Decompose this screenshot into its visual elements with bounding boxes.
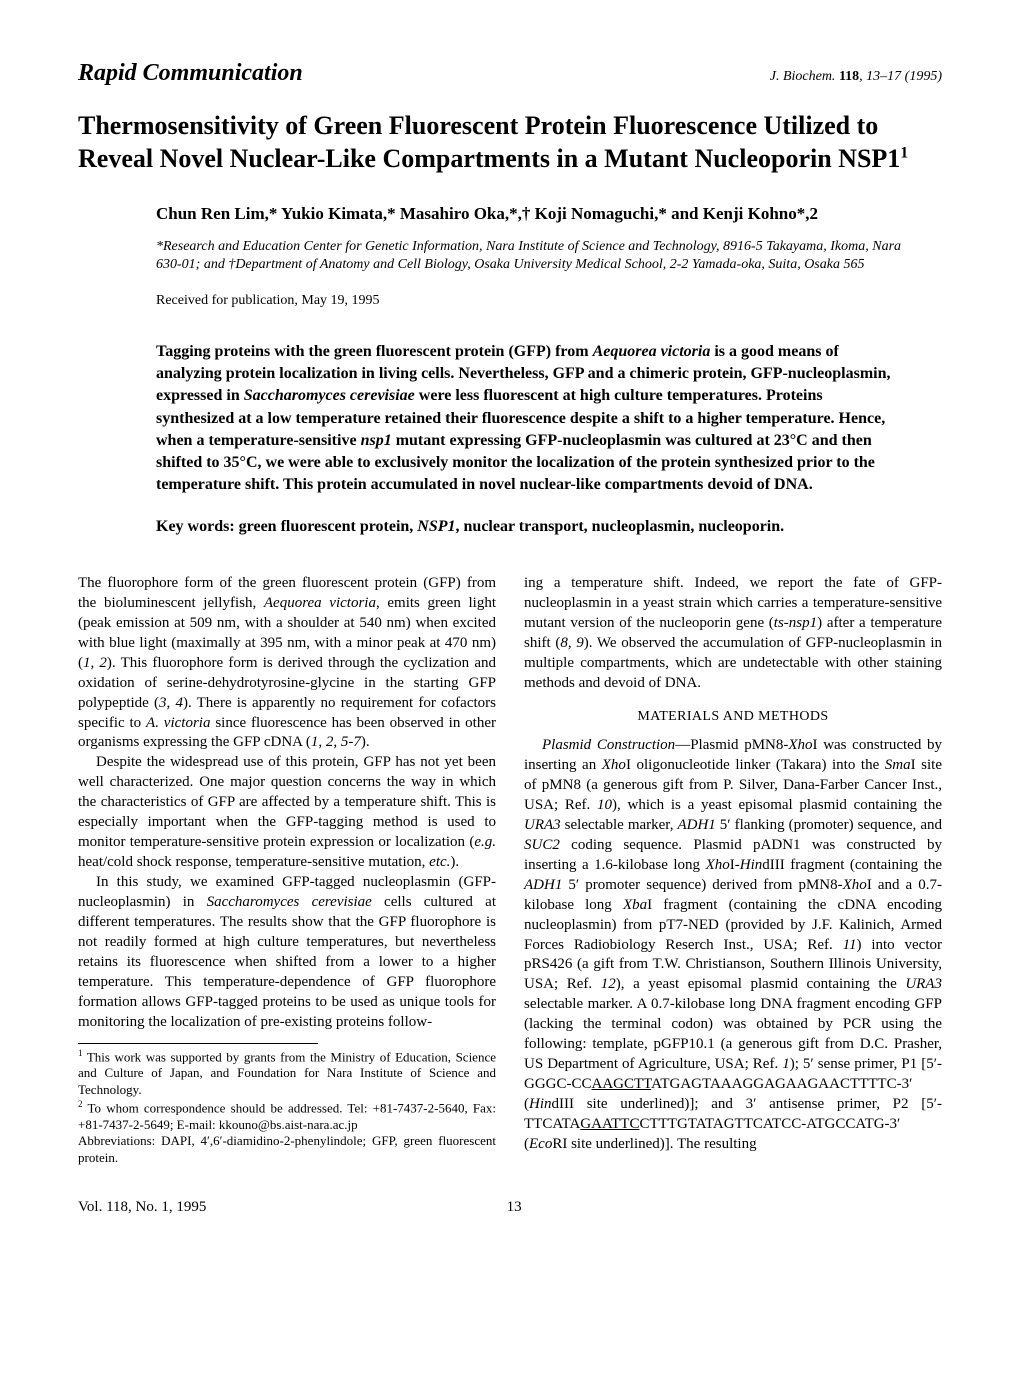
footnotes: 1 This work was supported by grants from… [78, 1048, 496, 1167]
abstract: Tagging proteins with the green fluoresc… [156, 341, 902, 496]
footnote: 2 To whom correspondence should be addre… [78, 1099, 496, 1134]
footer-page: 13 [507, 1199, 522, 1216]
footer-volume: Vol. 118, No. 1, 1995 [78, 1199, 206, 1216]
body-columns: The fluorophore form of the green fluore… [78, 574, 942, 1167]
affiliation: *Research and Education Center for Genet… [156, 238, 902, 276]
header-row: Rapid Communication J. Biochem. 118, 13–… [78, 60, 942, 87]
received-date: Received for publication, May 19, 1995 [156, 293, 942, 309]
journal-volume: 118 [839, 69, 859, 84]
left-column: The fluorophore form of the green fluore… [78, 574, 496, 1167]
journal-year: (1995) [905, 69, 942, 84]
footer: Vol. 118, No. 1, 1995 13 [78, 1199, 942, 1216]
section-label: Rapid Communication [78, 60, 303, 87]
authors: Chun Ren Lim,* Yukio Kimata,* Masahiro O… [156, 204, 942, 224]
abbreviations: Abbreviations: DAPI, 4′,6′-diamidino-2-p… [78, 1133, 496, 1166]
body-paragraph: The fluorophore form of the green fluore… [78, 574, 496, 753]
journal-pages: 13–17 [866, 69, 901, 84]
section-heading: MATERIALS AND METHODS [524, 708, 942, 727]
right-column: ing a temperature shift. Indeed, we repo… [524, 574, 942, 1167]
journal-name: J. Biochem. [770, 69, 836, 84]
footnote-rule [78, 1043, 318, 1044]
article-title: Thermosensitivity of Green Fluorescent P… [78, 109, 942, 176]
body-paragraph: Despite the widespread use of this prote… [78, 753, 496, 873]
footnote: 1 This work was supported by grants from… [78, 1048, 496, 1099]
keywords: Key words: green fluorescent protein, NS… [156, 516, 902, 538]
body-paragraph: Plasmid Construction—Plasmid pMN8-XhoI w… [524, 736, 942, 1155]
body-paragraph: In this study, we examined GFP-tagged nu… [78, 873, 496, 1033]
body-paragraph: ing a temperature shift. Indeed, we repo… [524, 574, 942, 694]
journal-reference: J. Biochem. 118, 13–17 (1995) [770, 69, 942, 85]
